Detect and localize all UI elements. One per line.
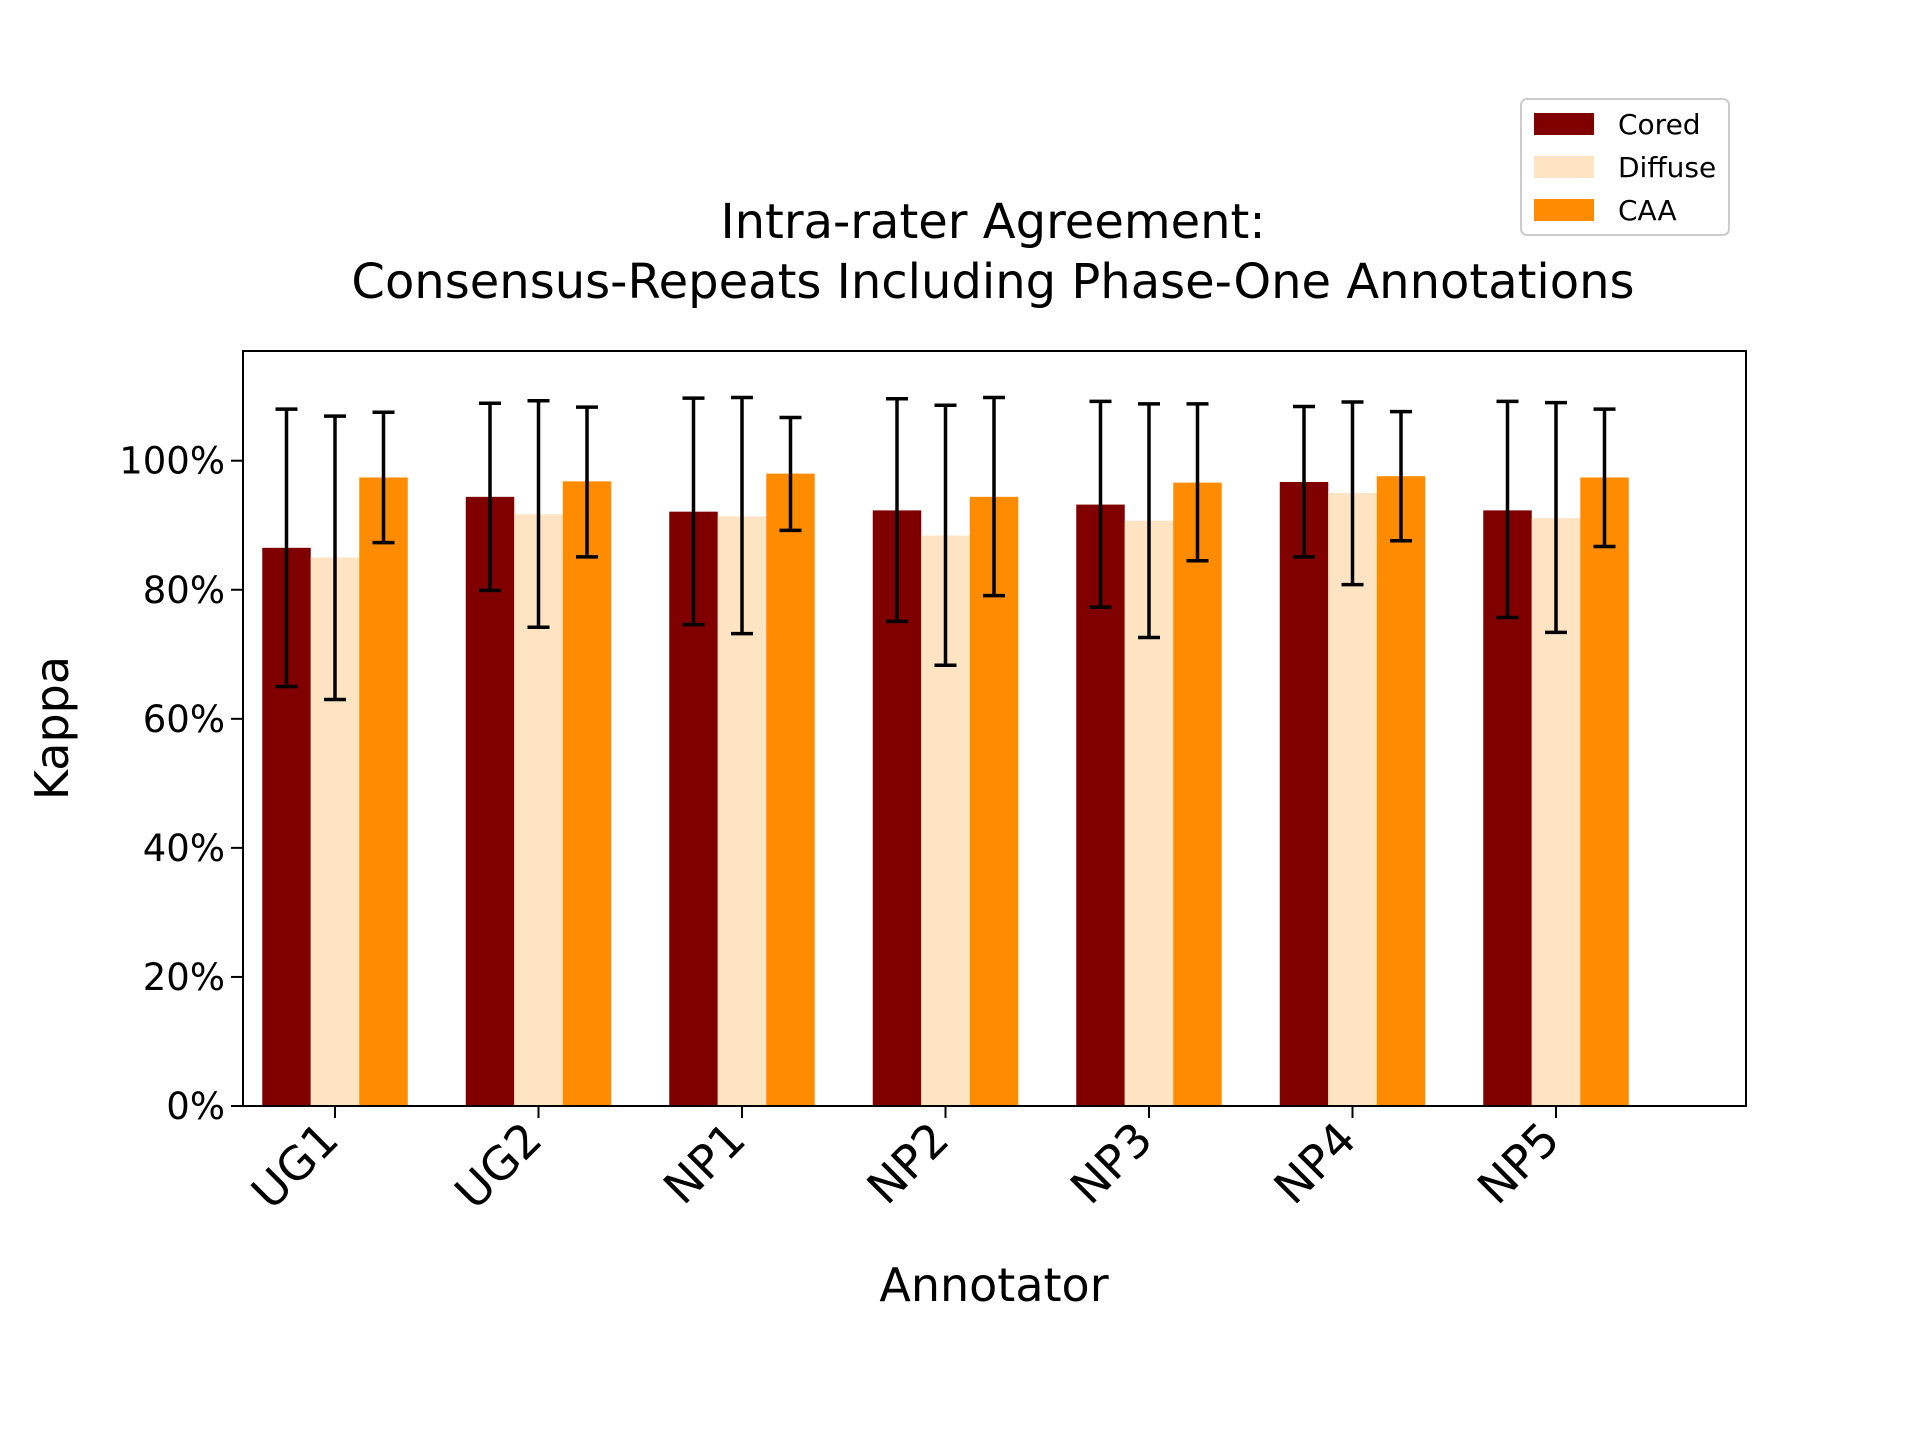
y-tick-60: 60% xyxy=(143,698,243,741)
bar-ug1-caa xyxy=(359,477,408,1106)
x-tick-np3: NP3 xyxy=(1060,1106,1163,1214)
x-tick-label: UG2 xyxy=(444,1112,552,1220)
bar-ug2-caa xyxy=(562,481,612,1106)
chart-title-line-2: Consensus-Repeats Including Phase-One An… xyxy=(351,254,1634,310)
error-bar-np4-caa xyxy=(1390,409,1412,543)
x-tick-label: NP2 xyxy=(856,1112,959,1215)
x-tick-np5: NP5 xyxy=(1467,1106,1570,1214)
x-tick-label: NP4 xyxy=(1263,1112,1366,1215)
x-tick-np4: NP4 xyxy=(1263,1106,1366,1214)
bar-ug2-cored xyxy=(465,496,515,1106)
plot-area-frame xyxy=(242,350,1747,1107)
y-tick-label: 0% xyxy=(166,1085,225,1128)
x-tick-ug1: UG1 xyxy=(241,1106,349,1219)
bar-np4-diffuse xyxy=(1328,492,1377,1106)
bar-np2-caa xyxy=(969,496,1019,1106)
error-bar-np1-diffuse xyxy=(731,395,753,636)
bar-np1-caa xyxy=(766,473,815,1107)
bar-np4-caa xyxy=(1376,476,1426,1106)
y-axis-ticks: 0% 20% 40% 60% 80% 100% xyxy=(119,440,243,1128)
error-bars-layer xyxy=(275,395,1616,702)
y-tick-100: 100% xyxy=(119,440,243,483)
legend-swatch xyxy=(1534,113,1594,135)
y-tick-label: 60% xyxy=(143,698,225,741)
error-bar-np1-cored xyxy=(682,396,705,627)
y-tick-label: 40% xyxy=(143,827,225,870)
error-bar-ug1-diffuse xyxy=(324,414,346,702)
error-bar-ug1-cored xyxy=(275,407,298,689)
legend-item-caa: CAA xyxy=(1534,194,1677,227)
x-tick-label: NP1 xyxy=(653,1112,756,1215)
bar-np5-caa xyxy=(1580,477,1629,1106)
x-tick-np2: NP2 xyxy=(856,1106,959,1214)
error-bar-np2-caa xyxy=(983,395,1005,598)
error-bar-np3-caa xyxy=(1186,402,1209,563)
error-bar-np5-diffuse xyxy=(1545,400,1567,635)
y-tick-label: 80% xyxy=(143,569,225,612)
legend-label: CAA xyxy=(1618,194,1677,227)
error-bar-np5-cored xyxy=(1496,399,1519,620)
y-tick-80: 80% xyxy=(143,569,243,612)
x-tick-label: NP3 xyxy=(1060,1112,1163,1215)
bars-layer xyxy=(262,473,1629,1107)
legend-item-cored: Cored xyxy=(1534,108,1701,141)
legend-swatch xyxy=(1534,156,1594,178)
error-bar-np5-caa xyxy=(1593,407,1616,549)
error-bar-ug2-cored xyxy=(479,401,501,593)
error-bar-np4-cored xyxy=(1293,404,1315,559)
x-tick-label: NP5 xyxy=(1467,1112,1570,1215)
y-tick-0: 0% xyxy=(166,1085,243,1128)
error-bar-np2-diffuse xyxy=(934,403,957,668)
chart-title: Intra-rater Agreement: Consensus-Repeats… xyxy=(351,194,1634,310)
x-axis-label: Annotator xyxy=(879,1258,1108,1312)
y-tick-40: 40% xyxy=(143,827,243,870)
y-tick-label: 100% xyxy=(119,440,225,483)
legend-swatch xyxy=(1534,199,1594,221)
y-tick-20: 20% xyxy=(143,956,243,999)
legend-item-diffuse: Diffuse xyxy=(1534,151,1716,184)
legend-label: Diffuse xyxy=(1618,151,1716,184)
x-tick-np1: NP1 xyxy=(653,1106,756,1214)
error-bar-ug2-diffuse xyxy=(527,398,550,629)
legend: Cored Diffuse CAA xyxy=(1520,98,1730,236)
error-bar-np3-diffuse xyxy=(1138,402,1160,640)
x-axis-ticks: UG1 UG2 NP1 NP2 NP3 NP4 NP5 xyxy=(241,1106,1570,1219)
chart-title-line-1: Intra-rater Agreement: xyxy=(720,194,1265,250)
x-tick-ug2: UG2 xyxy=(444,1106,552,1219)
y-tick-label: 20% xyxy=(143,956,225,999)
bar-np3-caa xyxy=(1173,482,1222,1107)
error-bar-np4-diffuse xyxy=(1341,400,1364,587)
bar-np4-cored xyxy=(1279,481,1329,1106)
error-bar-np3-cored xyxy=(1089,399,1112,609)
legend-label: Cored xyxy=(1618,108,1701,141)
error-bar-np2-cored xyxy=(886,397,908,624)
x-tick-label: UG1 xyxy=(241,1112,349,1220)
error-bar-ug1-caa xyxy=(372,410,395,545)
y-axis-label: Kappa xyxy=(25,656,79,800)
legend-items: Cored Diffuse CAA xyxy=(1534,108,1716,227)
error-bar-np1-caa xyxy=(779,415,802,533)
error-bar-ug2-caa xyxy=(576,405,598,559)
